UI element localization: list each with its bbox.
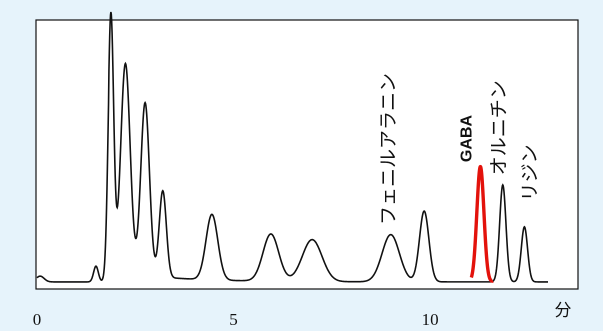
annotation-ornithine: オルニチン [488,80,510,175]
annotation-lysine: リジン [519,144,541,201]
series-line-trace [36,11,548,283]
series-line-gaba [469,164,495,283]
x-axis-label: 分 [555,301,572,320]
x-tick-labels: 0 5 10 [33,310,439,329]
x-tick-label: 5 [229,310,238,329]
annotation-gaba: GABA [458,115,475,163]
x-tick-label: 10 [422,310,439,329]
peak-annotations: フェニルアラニン GABA オルニチン リジン [378,73,542,225]
annotation-phenylalanine: フェニルアラニン [378,73,400,225]
x-tick-label: 0 [33,310,42,329]
